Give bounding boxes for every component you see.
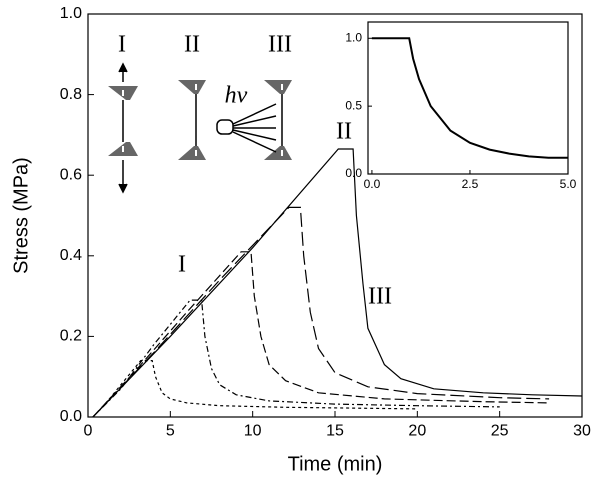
y-tick-label: 0.5 — [345, 98, 362, 112]
y-tick-label: 0.4 — [60, 247, 82, 264]
x-tick-label: 25 — [491, 423, 509, 440]
data-line — [92, 206, 550, 418]
y-tick-label: 0.0 — [345, 166, 362, 180]
schematic-lines — [118, 62, 283, 194]
data-line — [92, 148, 583, 418]
x-tick-label: 5 — [166, 423, 175, 440]
x-tick-label: 15 — [326, 423, 344, 440]
annotation: II — [184, 32, 200, 58]
y-tick-label: 0.2 — [60, 328, 82, 345]
x-tick-label: 5.0 — [560, 177, 577, 191]
annotation: I — [118, 32, 126, 58]
y-tick-label: 0.0 — [60, 408, 82, 425]
y-tick-label: 0.8 — [60, 86, 82, 103]
x-tick-label: 20 — [408, 423, 426, 440]
annotation: hν — [225, 83, 248, 109]
annotation: II — [336, 119, 352, 145]
x-tick-label: 30 — [573, 423, 591, 440]
annotation: III — [268, 32, 292, 58]
data-line — [371, 37, 568, 159]
y-tick-label: 1.0 — [60, 5, 82, 22]
x-tick-label: 2.5 — [462, 177, 479, 191]
data-line — [92, 251, 550, 418]
data-line — [92, 299, 500, 418]
x-tick-label: 0.0 — [364, 177, 381, 191]
x-tick-label: 10 — [244, 423, 262, 440]
inset-background — [368, 22, 568, 174]
schematic-marks — [122, 84, 283, 156]
y-tick-label: 0.6 — [60, 166, 82, 183]
x-axis-label: Time (min) — [288, 453, 383, 475]
x-tick-label: 0 — [84, 423, 93, 440]
annotation: III — [368, 284, 392, 310]
y-axis-label: Stress (MPa) — [10, 157, 32, 274]
annotation: I — [178, 252, 186, 278]
y-tick-label: 1.0 — [345, 30, 362, 44]
data-line — [92, 360, 418, 418]
schematic — [108, 80, 292, 160]
plot-frame — [367, 21, 569, 175]
